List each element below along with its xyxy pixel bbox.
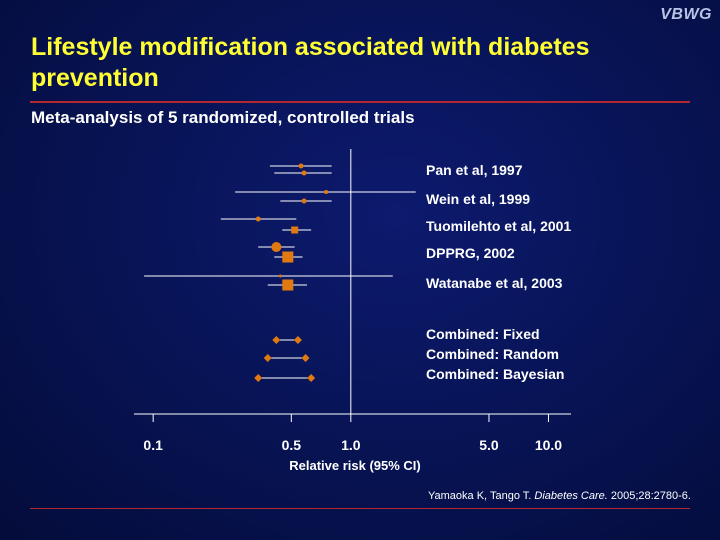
study-label: DPPRG, 2002 xyxy=(426,245,515,261)
bound-diamond xyxy=(272,336,281,344)
title-divider xyxy=(30,101,690,103)
estimate-point xyxy=(301,198,307,204)
combined-label: Combined: Random xyxy=(426,346,559,362)
x-tick-label: 0.5 xyxy=(282,437,302,453)
x-axis-title: Relative risk (95% CI) xyxy=(289,458,421,473)
bound-diamond xyxy=(254,374,263,382)
estimate-square xyxy=(282,279,294,291)
x-tick-label: 0.1 xyxy=(143,437,163,453)
estimate-square xyxy=(291,226,299,234)
study-label: Tuomilehto et al, 2001 xyxy=(426,218,571,234)
study-label: Pan et al, 1997 xyxy=(426,162,523,178)
bound-diamond xyxy=(263,354,272,362)
citation-ref: 2005;28:2780-6. xyxy=(610,490,691,502)
estimate-point xyxy=(255,216,261,222)
brand-logo: VBWG xyxy=(660,6,712,23)
estimate-point xyxy=(298,163,304,169)
estimate-diamond xyxy=(307,374,316,382)
estimate-diamond xyxy=(293,336,302,344)
slide-title: Lifestyle modification associated with d… xyxy=(31,33,590,92)
citation-journal: Diabetes Care. xyxy=(534,490,608,502)
study-label: Wein et al, 1999 xyxy=(426,191,530,207)
estimate-point xyxy=(271,242,282,252)
estimate-point xyxy=(324,190,329,194)
estimate-point xyxy=(278,274,282,278)
row-labels: Pan et al, 1997 Wein et al, 1999 Tuomileht… xyxy=(426,162,571,382)
estimate-point xyxy=(301,170,307,176)
citation-authors: Yamaoka K, Tango T. xyxy=(428,490,532,502)
combined-label: Combined: Bayesian xyxy=(426,366,564,382)
footer-divider xyxy=(30,508,690,509)
x-tick-label: 10.0 xyxy=(535,437,562,453)
forest-rows xyxy=(144,149,416,414)
estimate-diamond xyxy=(301,354,310,362)
citation: Yamaoka K, Tango T. Diabetes Care. 2005;… xyxy=(428,490,691,502)
study-label: Watanabe et al, 2003 xyxy=(426,275,563,291)
slide-subtitle: Meta-analysis of 5 randomized, controlle… xyxy=(31,108,415,127)
x-tick-label: 5.0 xyxy=(479,437,499,453)
x-axis: 0.1 0.5 1.0 5.0 10.0 xyxy=(134,413,571,453)
combined-label: Combined: Fixed xyxy=(426,326,540,342)
estimate-square xyxy=(282,251,294,263)
x-tick-label: 1.0 xyxy=(341,437,361,453)
